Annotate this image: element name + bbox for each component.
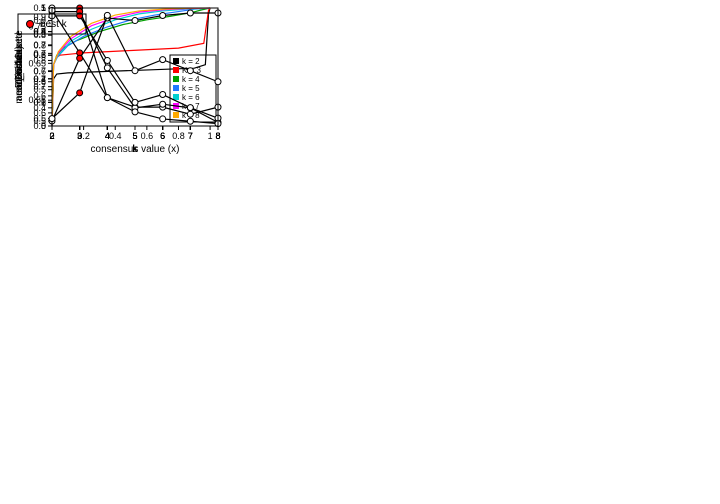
metric-point <box>160 101 166 107</box>
legend-swatch-k4 <box>173 76 179 82</box>
svg-text:8: 8 <box>215 131 220 141</box>
legend-label-k6: k = 6 <box>182 93 200 102</box>
legend-swatch-k6 <box>173 94 179 100</box>
legend-swatch-k8 <box>173 112 179 118</box>
metric-point <box>132 68 138 74</box>
svg-text:0.55: 0.55 <box>28 95 46 105</box>
svg-text:3: 3 <box>77 131 82 141</box>
svg-text:0.4: 0.4 <box>109 131 122 141</box>
svg-text:4: 4 <box>105 131 110 141</box>
legend-label-k4: k = 4 <box>182 75 200 84</box>
best-k-point <box>77 90 83 96</box>
legend-swatch-k3 <box>173 67 179 73</box>
metric-point <box>160 116 166 122</box>
metric-point <box>187 118 193 124</box>
legend-swatch-k2 <box>173 58 179 64</box>
svg-text:7: 7 <box>188 131 193 141</box>
metric-point <box>215 79 221 85</box>
metric-point <box>132 109 138 115</box>
legend-label-k2: k = 2 <box>182 57 200 66</box>
svg-text:0.6: 0.6 <box>141 131 154 141</box>
metric-point <box>104 57 110 63</box>
metric-point <box>187 10 193 16</box>
svg-text:2: 2 <box>49 131 54 141</box>
metric-point <box>132 18 138 24</box>
legend-swatch-k5 <box>173 85 179 91</box>
metric-point <box>187 111 193 117</box>
svg-text:6: 6 <box>160 131 165 141</box>
metric-point <box>104 65 110 71</box>
metric-point <box>160 92 166 98</box>
svg-text:0.5: 0.5 <box>33 114 46 124</box>
metric-point <box>187 68 193 74</box>
svg-text:1: 1 <box>208 131 213 141</box>
bestk-legend-label: best k <box>40 19 68 30</box>
bestk-legend-point <box>27 21 34 28</box>
svg-text:Jaccard: Jaccard <box>14 49 25 84</box>
metric-point <box>160 13 166 19</box>
metric-point <box>104 12 110 18</box>
best-k-point <box>77 55 83 61</box>
svg-text:0.8: 0.8 <box>172 131 185 141</box>
metric-point <box>132 99 138 105</box>
svg-text:0.6: 0.6 <box>33 77 46 87</box>
metric-point <box>160 57 166 63</box>
metric-point <box>49 116 55 122</box>
svg-text:0.5: 0.5 <box>33 3 46 13</box>
svg-text:0.65: 0.65 <box>28 58 46 68</box>
svg-text:5: 5 <box>132 131 137 141</box>
metric-point <box>187 105 193 111</box>
metric-point <box>104 95 110 101</box>
figure-grid: { "layout": { "width": 720, "height": 50… <box>0 0 720 504</box>
svg-text:0.7: 0.7 <box>33 40 46 50</box>
plot-grid-svg: 00.20.40.60.8100.20.40.60.81consensus va… <box>0 0 720 504</box>
legend-label-k5: k = 5 <box>182 84 200 93</box>
